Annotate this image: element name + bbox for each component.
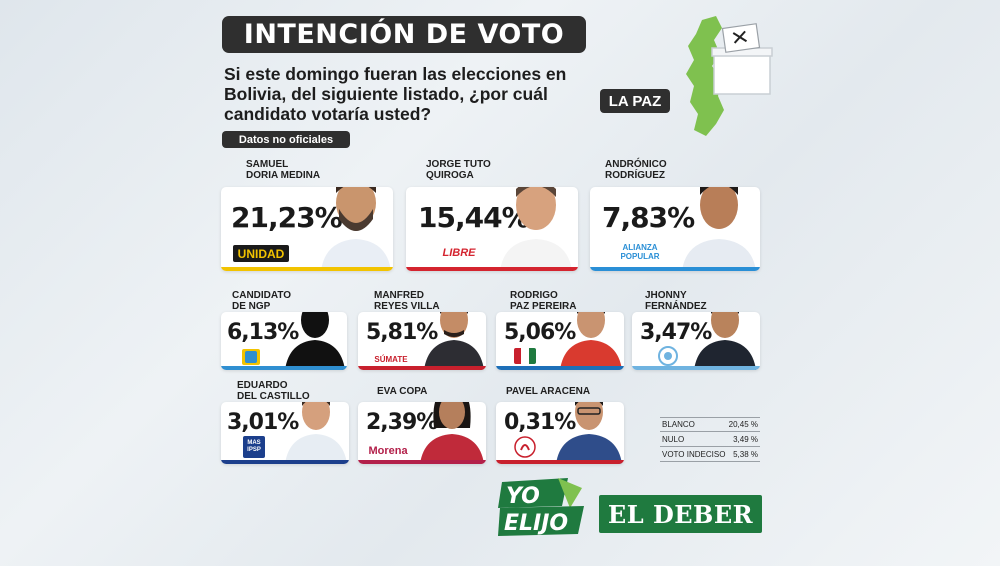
- candidate-card: 5,06%: [496, 312, 624, 370]
- candidate-photo: [694, 312, 756, 370]
- candidate-card: 5,81% SÚMATE: [358, 312, 486, 370]
- party-logo-icon: [514, 436, 536, 458]
- candidate-percent: 3,47%: [640, 320, 712, 345]
- candidate-photo: [420, 402, 484, 464]
- candidate-name: JHONNY FERNÁNDEZ: [645, 290, 707, 312]
- candidate-card: 15,44% LIBRE: [406, 187, 578, 271]
- ballot-box-icon: [711, 23, 773, 95]
- party-color-stripe: [221, 267, 393, 271]
- candidate-photo: [500, 187, 572, 271]
- party-logo: ALIANZA POPULAR: [612, 241, 668, 263]
- el-deber-logo: EL DEBER: [599, 495, 762, 533]
- candidate-name: ANDRÓNICO RODRÍGUEZ: [605, 159, 667, 181]
- party-logo: SÚMATE: [374, 354, 408, 364]
- candidate-name: EVA COPA: [377, 386, 428, 397]
- party-logo: UNIDAD: [233, 245, 289, 262]
- yo-elijo-logo: YO ELIJO: [498, 478, 584, 536]
- candidate-name: PAVEL ARACENA: [506, 386, 591, 397]
- candidate-name: RODRIGO PAZ PEREIRA: [510, 290, 577, 312]
- candidate-name: SAMUEL DORIA MEDINA: [246, 159, 321, 181]
- candidate-percent: 15,44%: [418, 201, 530, 234]
- party-color-stripe: [632, 366, 760, 370]
- question-line: Si este domingo fueran las elecciones en: [224, 64, 567, 84]
- svg-text:ELIJO: ELIJO: [504, 511, 568, 536]
- candidate-photo: [285, 402, 347, 464]
- region-label: LA PAZ: [600, 89, 670, 113]
- party-color-stripe: [221, 366, 347, 370]
- candidate-photo: [424, 312, 484, 370]
- candidate-percent: 0,31%: [504, 410, 576, 435]
- candidate-percent: 2,39%: [366, 410, 438, 435]
- candidate-photo: [560, 312, 622, 370]
- page-title: INTENCIÓN DE VOTO: [222, 16, 586, 53]
- candidate-name: JORGE TUTO QUIROGA: [426, 159, 491, 181]
- party-color-stripe: [358, 460, 486, 464]
- candidate-card: 2,39% Morena: [358, 402, 486, 464]
- party-logo: LIBRE: [440, 243, 478, 263]
- candidate-percent: 5,81%: [366, 320, 438, 345]
- others-table: BLANCO 20,45 % NULO 3,49 % VOTO INDECISO…: [660, 417, 760, 462]
- candidate-card: 7,83% ALIANZA POPULAR: [590, 187, 760, 271]
- disclaimer-badge: Datos no oficiales: [222, 131, 350, 148]
- table-row: NULO 3,49 %: [660, 432, 760, 447]
- question-line: candidato votaría usted?: [224, 104, 432, 124]
- candidate-percent: 5,06%: [504, 320, 576, 345]
- candidate-photo: [682, 187, 756, 271]
- party-logo: MAS IPSP: [243, 436, 265, 458]
- candidate-percent: 7,83%: [602, 201, 695, 234]
- candidate-card: 6,13%: [221, 312, 347, 370]
- party-logo-icon: [514, 348, 536, 364]
- question-line: Bolivia, del siguiente listado, ¿por cuá…: [224, 84, 548, 104]
- survey-question: Si este domingo fueran las elecciones en…: [224, 64, 604, 124]
- candidate-percent: 21,23%: [231, 201, 343, 234]
- party-logo: Morena: [368, 445, 408, 457]
- candidate-card: 3,01% MAS IPSP: [221, 402, 349, 464]
- candidate-card: 21,23% UNIDAD: [221, 187, 393, 271]
- candidate-name: CANDIDATO DE NGP: [232, 290, 292, 312]
- candidate-card: 0,31%: [496, 402, 624, 464]
- party-color-stripe: [496, 460, 624, 464]
- svg-text:YO: YO: [506, 484, 540, 509]
- candidate-percent: 6,13%: [227, 320, 299, 345]
- candidate-name: MANFRED REYES VILLA: [374, 290, 440, 312]
- party-color-stripe: [406, 267, 578, 271]
- party-color-stripe: [221, 460, 349, 464]
- candidate-photo: [556, 402, 622, 464]
- table-row: VOTO INDECISO 5,38 %: [660, 447, 760, 462]
- la-paz-map-icon: [686, 16, 773, 136]
- candidate-photo: [321, 187, 391, 271]
- party-color-stripe: [358, 366, 486, 370]
- candidate-silhouette-icon: [285, 312, 345, 370]
- party-logo-icon: [658, 346, 678, 366]
- party-logo-icon: [242, 349, 260, 365]
- candidate-name: EDUARDO DEL CASTILLO: [237, 380, 310, 402]
- candidate-card: 3,47%: [632, 312, 760, 370]
- table-row: BLANCO 20,45 %: [660, 417, 760, 432]
- party-color-stripe: [496, 366, 624, 370]
- party-color-stripe: [590, 267, 760, 271]
- candidate-percent: 3,01%: [227, 410, 299, 435]
